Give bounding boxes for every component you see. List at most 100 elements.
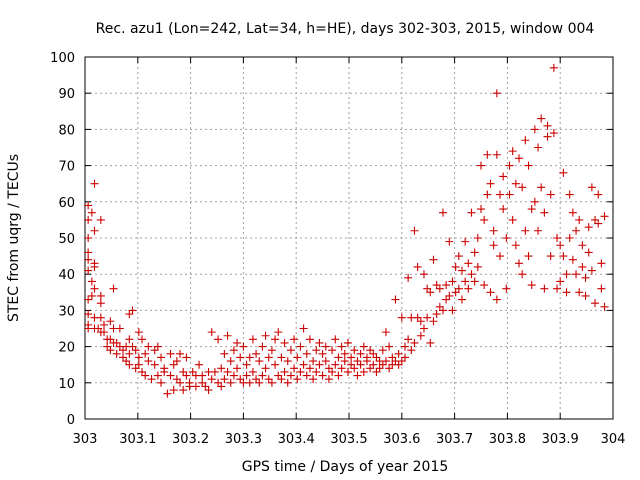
data-point — [467, 208, 476, 217]
data-point — [274, 328, 283, 337]
data-point — [96, 215, 105, 224]
data-point — [480, 215, 489, 224]
data-point — [470, 248, 479, 257]
data-point — [591, 299, 600, 308]
data-point — [223, 367, 232, 376]
data-point — [445, 237, 454, 246]
x-tick-label: 303.5 — [330, 432, 367, 447]
data-point — [347, 353, 356, 362]
data-point — [138, 335, 147, 344]
data-point — [125, 360, 134, 369]
data-point — [252, 349, 261, 358]
y-tick-label: 10 — [58, 377, 75, 392]
data-point — [445, 291, 454, 300]
data-point — [84, 310, 93, 319]
data-point — [271, 335, 280, 344]
data-point — [597, 259, 606, 268]
data-point — [581, 291, 590, 300]
x-tick-labels: 303 303.1 303.2 303.3 303.4 303.5 303.6 303.7 30… — [73, 432, 626, 447]
data-point — [454, 284, 463, 293]
data-point — [385, 342, 394, 351]
data-point — [578, 262, 587, 271]
data-point — [255, 357, 264, 366]
data-point — [467, 270, 476, 279]
data-point — [248, 367, 257, 376]
data-point — [400, 353, 409, 362]
y-axis-title: STEC from uqrg / TECUs — [6, 154, 22, 322]
data-point — [204, 386, 213, 395]
data-point — [290, 335, 299, 344]
data-point — [435, 284, 444, 293]
data-point — [90, 179, 99, 188]
data-point — [242, 371, 251, 380]
data-point — [96, 299, 105, 308]
data-point — [594, 190, 603, 199]
data-point — [233, 364, 242, 373]
data-point — [302, 349, 311, 358]
data-point — [182, 371, 191, 380]
data-point — [172, 357, 181, 366]
data-point — [477, 161, 485, 170]
data-point — [131, 346, 140, 355]
data-point — [540, 284, 549, 293]
data-point — [404, 335, 413, 344]
data-point — [296, 367, 305, 376]
data-point — [568, 255, 577, 264]
data-point — [134, 328, 143, 337]
data-point — [328, 346, 337, 355]
data-point — [461, 277, 470, 286]
data-point — [239, 342, 248, 351]
y-tick-label: 20 — [58, 341, 75, 356]
data-point — [549, 63, 558, 72]
data-point — [242, 360, 251, 369]
data-point — [125, 335, 134, 344]
data-point — [112, 349, 121, 358]
data-point — [537, 114, 546, 123]
data-point — [309, 357, 318, 366]
data-point — [229, 371, 238, 380]
data-point — [286, 371, 295, 380]
data-point — [280, 367, 289, 376]
data-point — [217, 382, 226, 391]
data-point — [464, 284, 473, 293]
data-point — [87, 277, 96, 286]
data-point — [489, 241, 498, 250]
data-point — [381, 328, 390, 337]
y-tick-label: 60 — [58, 196, 75, 211]
data-point — [480, 281, 489, 290]
data-point — [309, 375, 318, 384]
data-point — [391, 295, 400, 304]
data-point — [543, 132, 552, 141]
data-point — [356, 349, 365, 358]
data-point — [407, 346, 416, 355]
data-point — [359, 342, 368, 351]
data-point — [283, 357, 292, 366]
data-point — [293, 353, 302, 362]
y-tick-label: 100 — [50, 51, 75, 66]
data-point — [179, 386, 188, 395]
data-point — [141, 349, 150, 358]
data-point — [448, 277, 457, 286]
data-point — [90, 284, 99, 293]
data-point — [416, 317, 425, 326]
data-point — [597, 284, 606, 293]
data-point — [337, 364, 346, 373]
data-point — [473, 234, 482, 242]
data-point — [290, 364, 299, 373]
data-point — [565, 190, 574, 199]
data-point — [296, 342, 305, 351]
data-point — [534, 143, 543, 152]
data-point — [600, 302, 609, 311]
data-point — [318, 371, 327, 380]
data-point — [147, 375, 156, 384]
data-point — [581, 273, 590, 282]
data-point — [530, 197, 539, 206]
data-point — [261, 331, 270, 340]
y-tick-label: 80 — [58, 123, 75, 138]
data-point — [134, 360, 143, 369]
data-point — [429, 255, 438, 264]
data-point — [337, 342, 346, 351]
data-point — [426, 338, 435, 347]
data-point — [492, 295, 501, 304]
